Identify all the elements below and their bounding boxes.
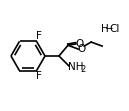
Text: −: − (105, 24, 113, 34)
Text: O: O (77, 44, 85, 54)
Text: F: F (36, 31, 42, 41)
Text: Cl: Cl (110, 24, 120, 34)
Text: H: H (101, 24, 109, 34)
Text: O: O (76, 39, 84, 49)
Text: 2: 2 (81, 65, 86, 74)
Text: NH: NH (68, 62, 84, 72)
Text: F: F (36, 71, 42, 81)
